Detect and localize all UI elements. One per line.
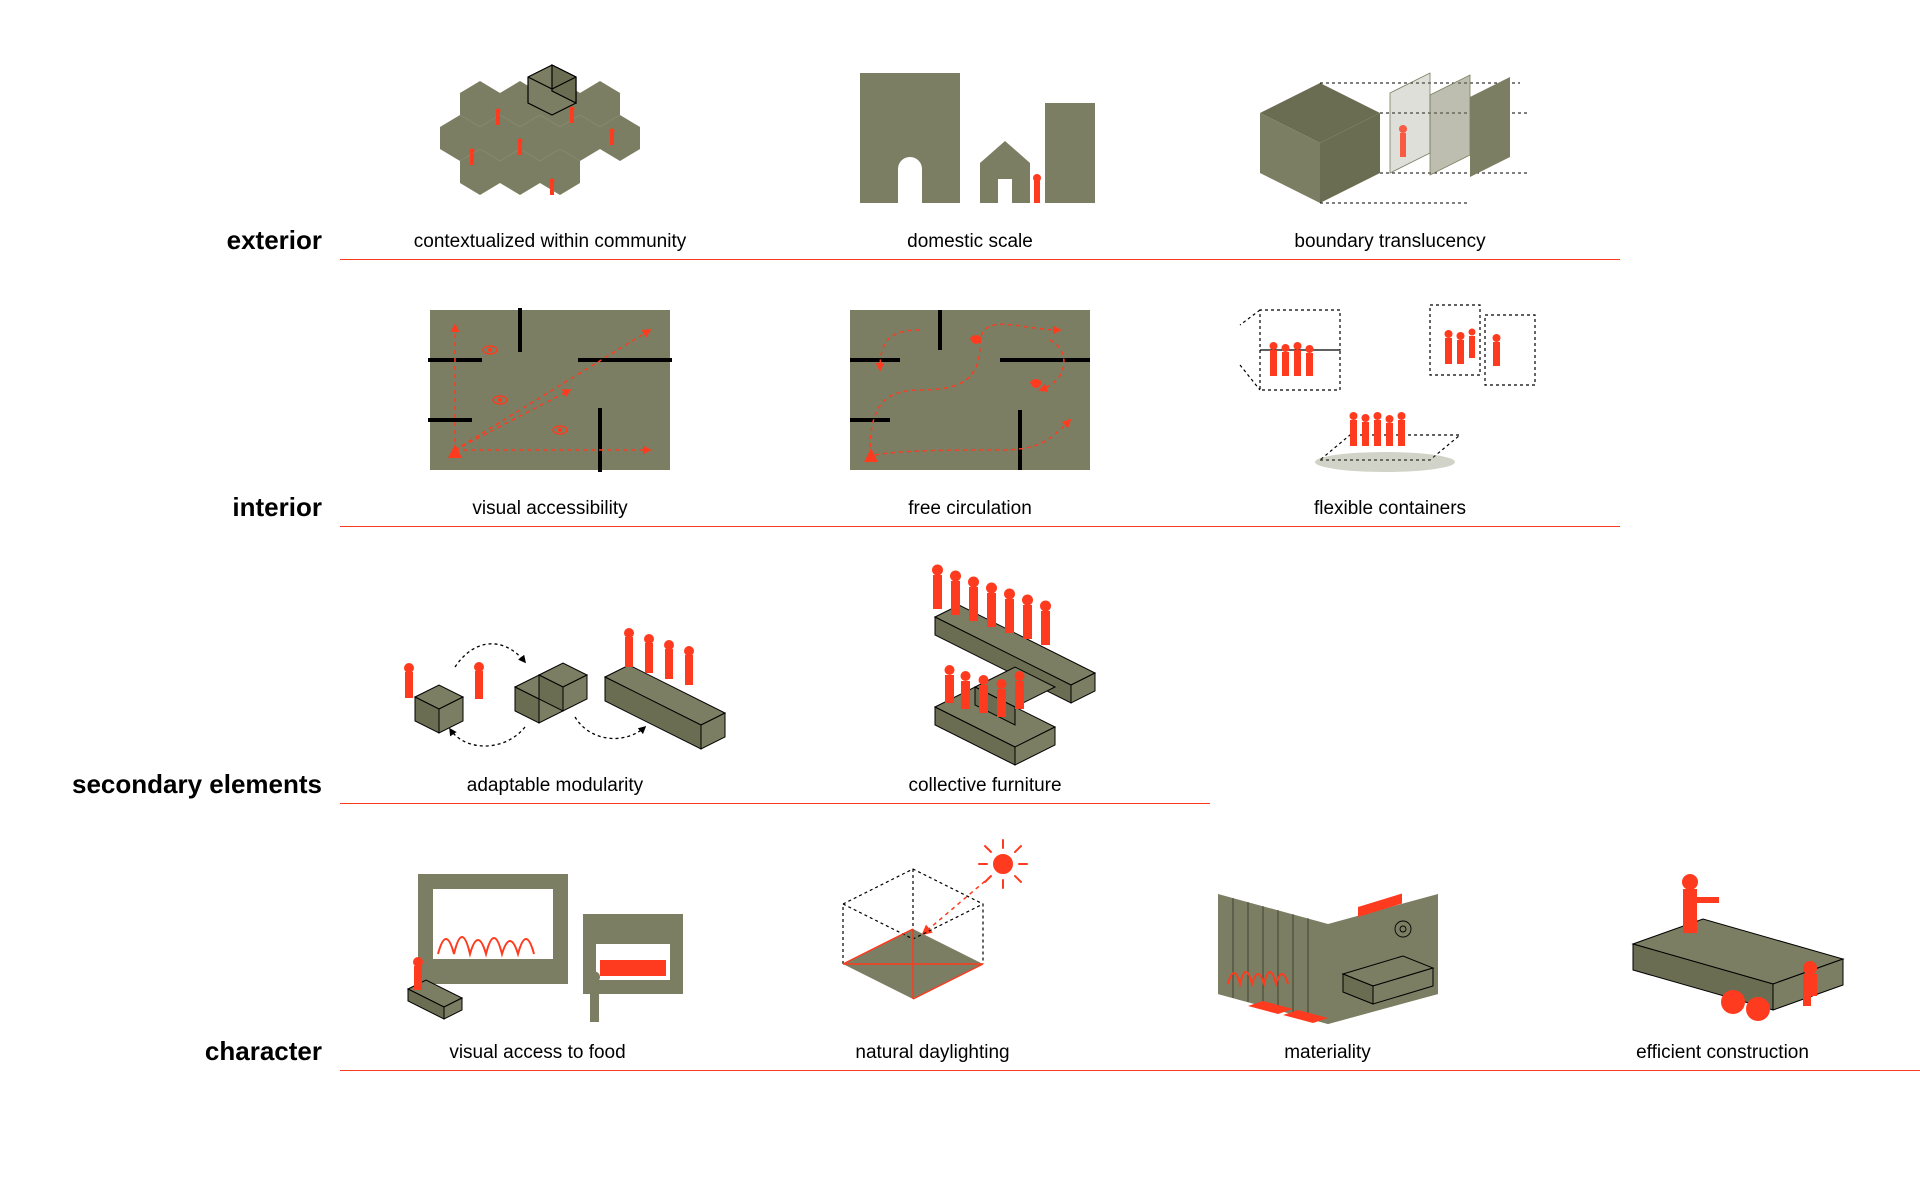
row-label-exterior: exterior (40, 225, 340, 260)
row-label-character: character (40, 1036, 340, 1071)
cell-furniture: collective furniture (770, 557, 1200, 803)
diagram-sun-cube (783, 834, 1083, 1034)
cell-boundary: boundary translucency (1180, 30, 1600, 259)
diagram-iso-layers (1230, 33, 1550, 223)
diagram-room-textures (1178, 834, 1478, 1034)
diagram-plan-flow (820, 290, 1120, 490)
caption-containers: flexible containers (1314, 490, 1466, 526)
cell-containers: flexible containers (1180, 290, 1600, 526)
caption-modular: adaptable modularity (467, 767, 643, 803)
diagram-hex-cluster (400, 33, 700, 223)
caption-daylight: natural daylighting (855, 1034, 1009, 1070)
cell-community: contextualized within community (340, 30, 760, 259)
diagram-wire-rooms (1230, 290, 1550, 490)
cell-visual-access: visual accessibility (340, 290, 760, 526)
row-content-interior: visual accessibility (340, 290, 1620, 527)
caption-visual-access: visual accessibility (472, 490, 627, 526)
cell-scale: domestic scale (760, 30, 1180, 259)
row-content-exterior: contextualized within community do (340, 30, 1620, 260)
caption-materiality: materiality (1284, 1034, 1371, 1070)
row-content-secondary: adaptable modularity (340, 557, 1210, 804)
row-label-secondary: secondary elements (40, 769, 340, 804)
row-secondary: secondary elements (40, 557, 1880, 804)
diagram-modules (375, 567, 735, 767)
cell-food: visual access to food (340, 834, 735, 1070)
row-label-interior: interior (40, 492, 340, 527)
row-character: character visual access to food (40, 834, 1880, 1071)
caption-boundary: boundary translucency (1294, 223, 1485, 259)
cell-modular: adaptable modularity (340, 557, 770, 803)
row-content-character: visual access to food (340, 834, 1920, 1071)
row-interior: interior (40, 290, 1880, 527)
diagram-workbench (1573, 834, 1873, 1034)
caption-community: contextualized within community (414, 223, 686, 259)
diagram-groups (815, 557, 1155, 767)
caption-food: visual access to food (449, 1034, 625, 1070)
cell-circulation: free circulation (760, 290, 1180, 526)
cell-construct: efficient construction (1525, 834, 1920, 1070)
caption-circulation: free circulation (908, 490, 1032, 526)
diagram-plan-sightlines (400, 290, 700, 490)
diagram-windows (378, 834, 698, 1034)
caption-furniture: collective furniture (908, 767, 1061, 803)
diagram-buildings (820, 33, 1120, 223)
caption-construct: efficient construction (1636, 1034, 1809, 1070)
cell-materiality: materiality (1130, 834, 1525, 1070)
caption-scale: domestic scale (907, 223, 1033, 259)
cell-daylight: natural daylighting (735, 834, 1130, 1070)
row-exterior: exterior (40, 30, 1880, 260)
